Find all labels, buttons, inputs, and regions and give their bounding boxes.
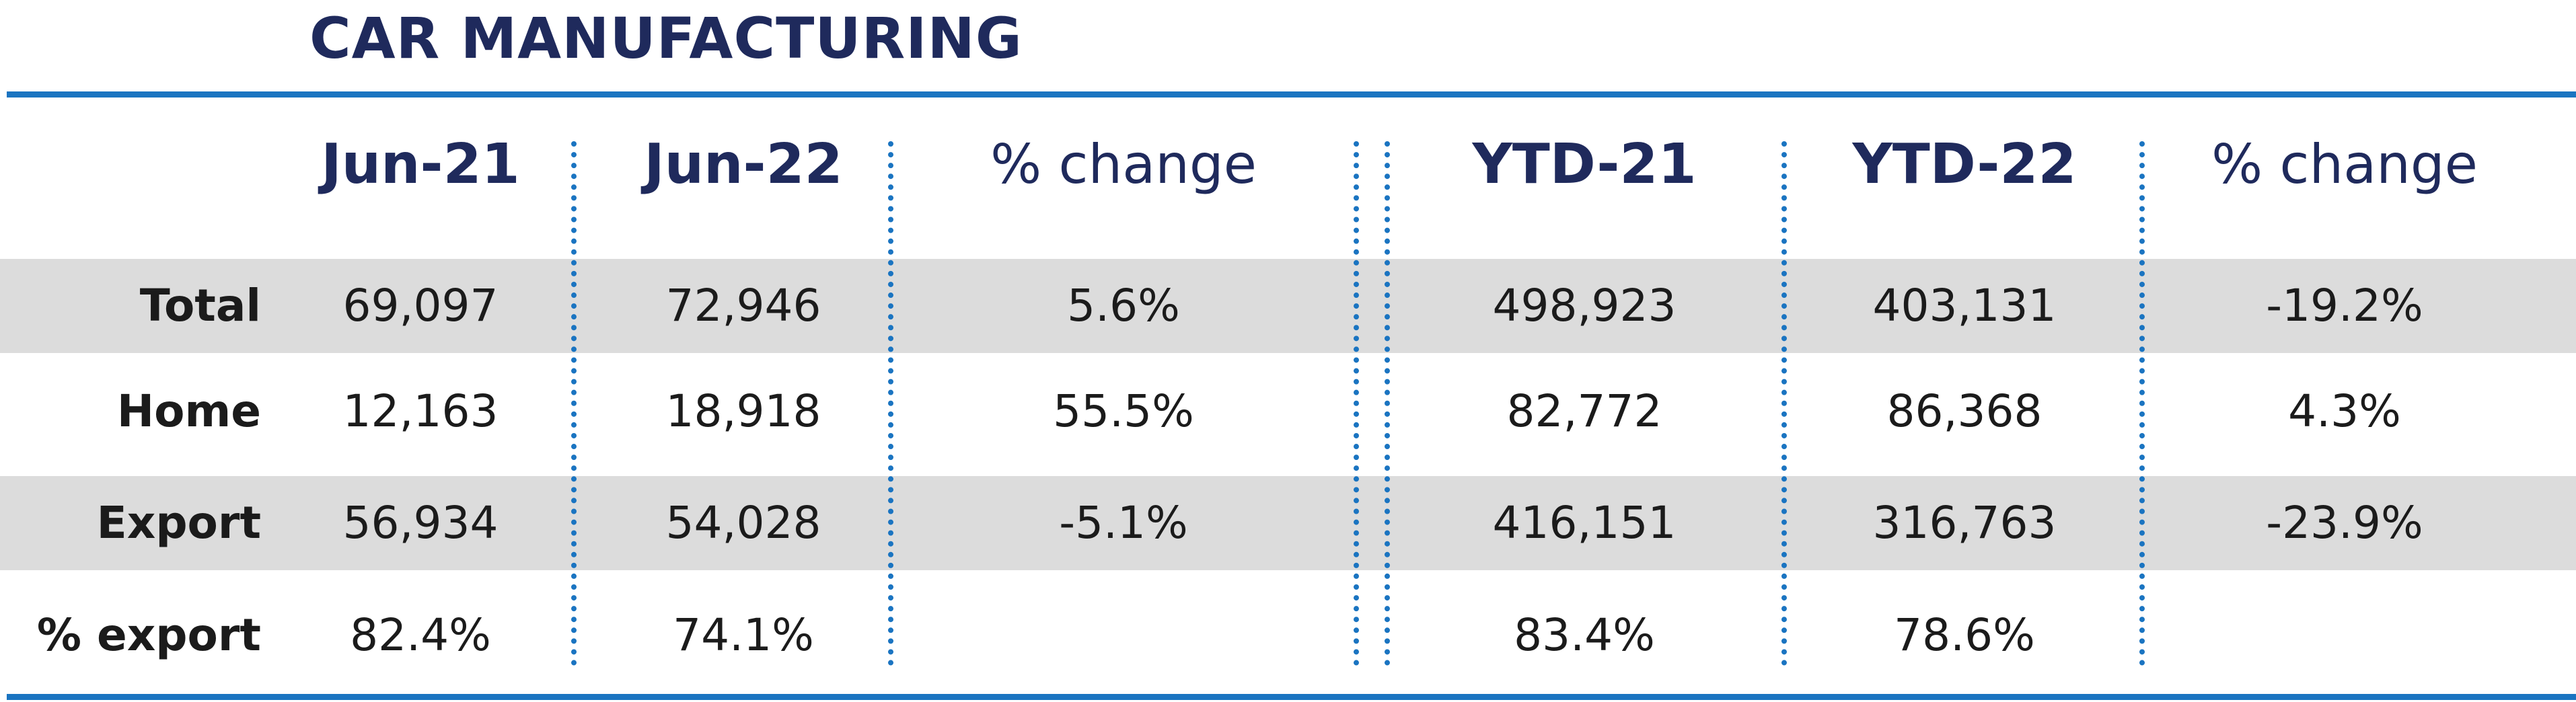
table-row-pct-export: % export 82.4% 74.1% 83.4% 78.6% [0, 588, 2576, 682]
section-divider-left [1354, 141, 1359, 666]
table-row-total: Total 69,097 72,946 5.6% 498,923 403,131… [0, 259, 2576, 353]
cell-total-ytd-22: 403,131 [1872, 280, 2057, 332]
column-divider [888, 141, 893, 666]
cell-total-pct-change-month: 5.6% [1067, 280, 1180, 332]
cell-export-pct-change-month: -5.1% [1059, 497, 1188, 549]
cell-home-pct-change-month: 55.5% [1053, 385, 1194, 437]
column-header-jun-21: Jun-21 [321, 132, 520, 196]
cell-pct-export-jun-22: 74.1% [673, 609, 814, 661]
cell-total-pct-change-ytd: -19.2% [2266, 280, 2423, 332]
cell-home-pct-change-ytd: 4.3% [2288, 385, 2401, 437]
cell-export-jun-21: 56,934 [342, 497, 499, 549]
column-divider [1781, 141, 1787, 666]
cell-pct-export-ytd-21: 83.4% [1514, 609, 1655, 661]
row-label-home: Home [116, 385, 261, 437]
cell-home-ytd-21: 82,772 [1506, 385, 1662, 437]
cell-export-ytd-22: 316,763 [1872, 497, 2057, 549]
column-header-pct-change-ytd: % change [2211, 133, 2478, 196]
column-divider [2139, 141, 2145, 666]
cell-total-jun-21: 69,097 [342, 280, 499, 332]
column-header-pct-change-month: % change [990, 133, 1257, 196]
column-header-jun-22: Jun-22 [644, 132, 843, 196]
cell-pct-export-pct-change-month [962, 588, 1285, 682]
cell-pct-export-ytd-22: 78.6% [1894, 609, 2035, 661]
cell-export-jun-22: 54,028 [665, 497, 821, 549]
bottom-rule [7, 694, 2576, 700]
cell-home-jun-21: 12,163 [342, 385, 499, 437]
cell-pct-export-jun-21: 82.4% [350, 609, 491, 661]
row-label-total: Total [139, 280, 261, 332]
table-title: CAR MANUFACTURING [309, 5, 1023, 71]
row-label-export: Export [96, 497, 261, 549]
cell-home-jun-22: 18,918 [665, 385, 821, 437]
cell-home-ytd-22: 86,368 [1886, 385, 2043, 437]
column-divider [571, 141, 577, 666]
cell-export-pct-change-ytd: -23.9% [2266, 497, 2423, 549]
top-rule [7, 91, 2576, 98]
table-row-export: Export 56,934 54,028 -5.1% 416,151 316,7… [0, 476, 2576, 570]
cell-total-jun-22: 72,946 [665, 280, 821, 332]
cell-total-ytd-21: 498,923 [1492, 280, 1677, 332]
column-header-ytd-22: YTD-22 [1852, 132, 2077, 196]
column-header-ytd-21: YTD-21 [1472, 132, 1697, 196]
cell-export-ytd-21: 416,151 [1492, 497, 1677, 549]
cell-pct-export-pct-change-ytd [2186, 588, 2503, 682]
section-divider-right [1385, 141, 1390, 666]
table-row-home: Home 12,163 18,918 55.5% 82,772 86,368 4… [0, 364, 2576, 459]
row-label-pct-export: % export [36, 609, 261, 661]
